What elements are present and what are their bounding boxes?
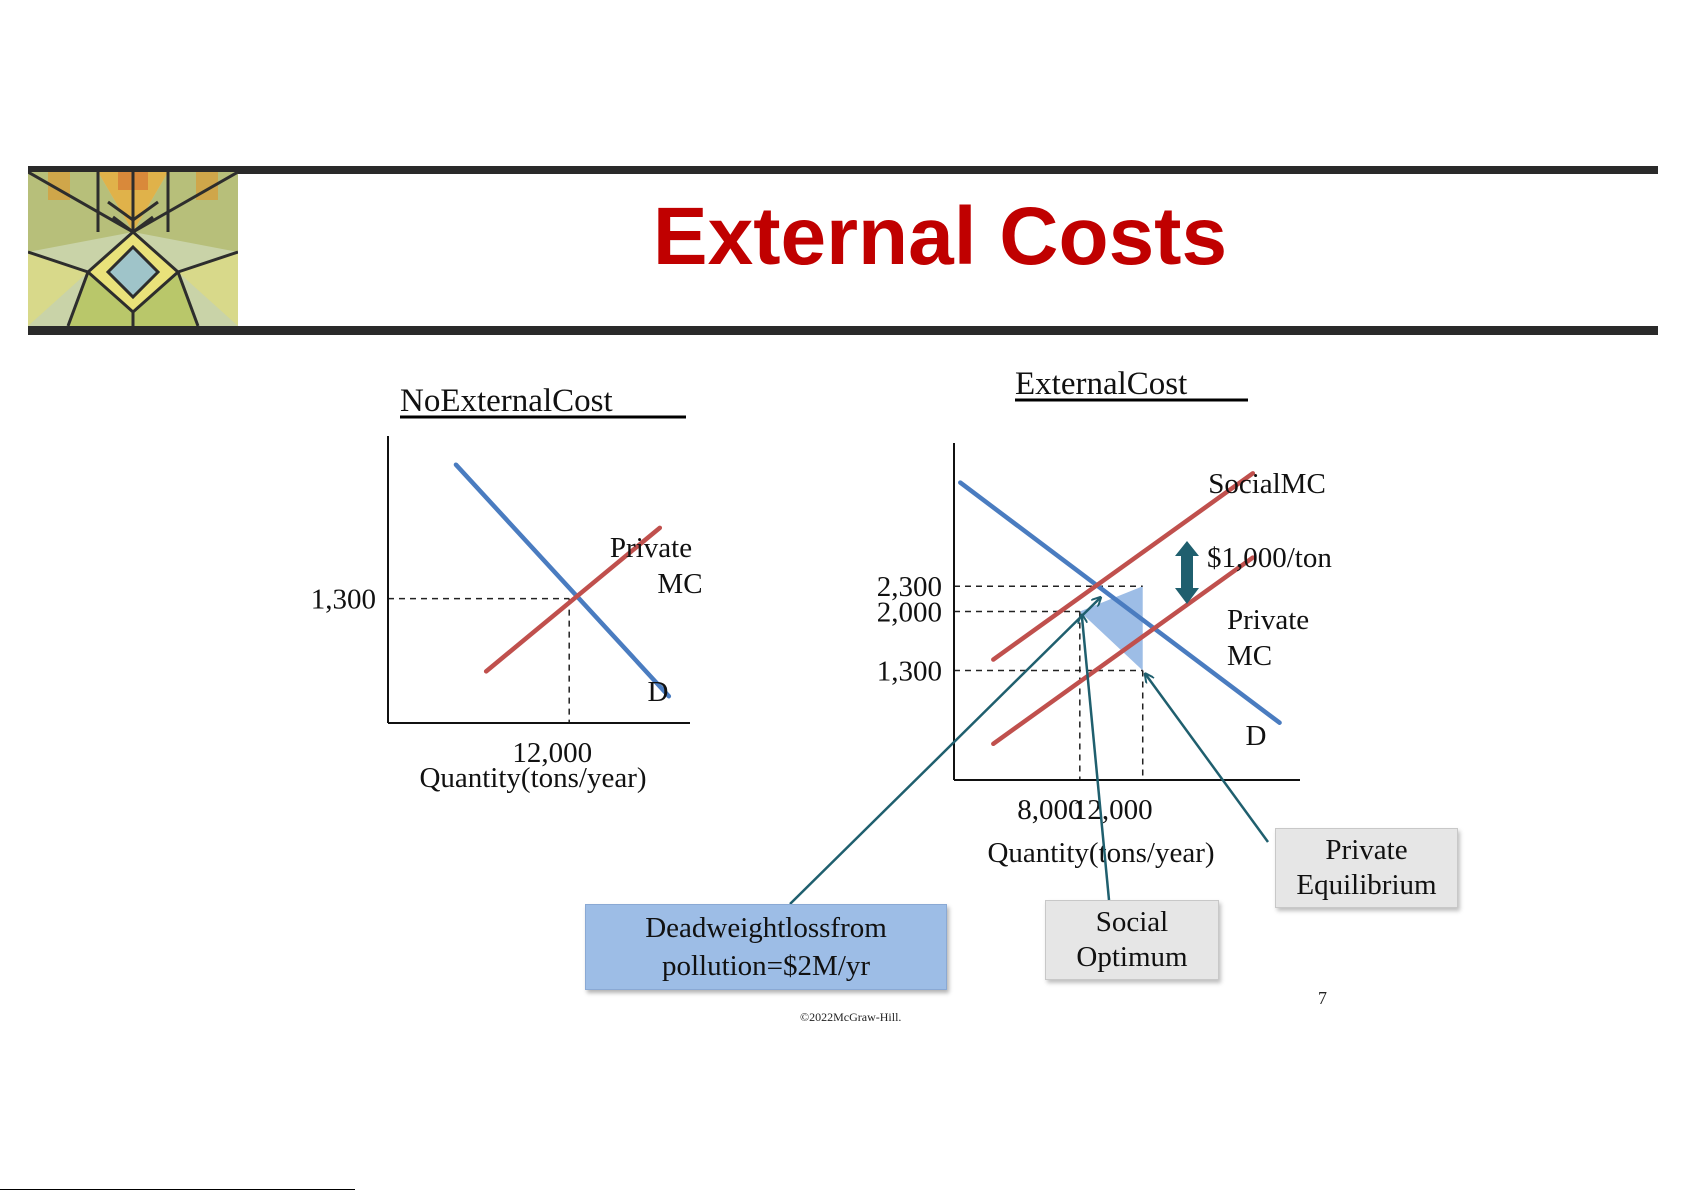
footer-rule: [0, 1189, 355, 1190]
chart2-y-tick-2000: 2,000: [877, 597, 942, 629]
chart2-label-private-mc-1: Private: [1227, 604, 1309, 636]
social-optimum-line-2: Optimum: [1076, 941, 1188, 973]
chart2-title: ExternalCost: [1015, 366, 1187, 402]
chart2-x-tick-12000: 12,000: [1073, 794, 1153, 826]
chart2-series-socialmc-line: [991, 471, 1256, 662]
chart1-y-tick-1300: 1,300: [311, 584, 376, 616]
chart1-x-label: Quantity(tons/year): [419, 762, 646, 794]
copyright: ©2022McGraw-Hill.: [800, 1010, 902, 1024]
chart2-label-d: D: [1246, 720, 1267, 752]
chart2-x-tick-8000: 8,000: [1017, 794, 1082, 826]
chart2-wedge-label: $1,000/ton: [1207, 542, 1332, 574]
deadweight-pointer: [789, 598, 1100, 905]
deadweight-line-1: Deadweightlossfrom: [645, 912, 887, 944]
chart2-series-d-line: [958, 480, 1282, 725]
private-equilibrium-callout: Private Equilibrium: [1275, 828, 1458, 908]
private-equilibrium-pointer: [1146, 674, 1270, 843]
chart1-series-d-line: [453, 462, 672, 699]
slide-title: External Costs: [652, 191, 1228, 282]
chart1-label-private-mc-1: Private: [610, 532, 692, 564]
social-optimum-pointer: [1082, 616, 1111, 901]
chart2-y-tick-2300: 2,300: [877, 571, 942, 603]
page-number: 7: [1318, 988, 1327, 1008]
chart2-label-private-mc-2: MC: [1227, 640, 1272, 672]
wedge-double-arrow-icon: [1175, 541, 1199, 604]
chart1-series-private-mc-line: [483, 525, 663, 674]
chart2-label-social-mc: SocialMC: [1208, 468, 1326, 500]
deadweight-loss-callout: Deadweightlossfrom pollution=$2M/yr: [585, 904, 947, 990]
deadweight-line-2: pollution=$2M/yr: [661, 950, 871, 982]
chart2-series-private-mc-line: [991, 555, 1256, 747]
chart1-label-private-mc-2: MC: [657, 568, 702, 600]
social-optimum-callout: Social Optimum: [1045, 900, 1219, 980]
chart1-x-tick-12000: 12,000: [512, 737, 592, 769]
private-equilibrium-line-1: Private: [1325, 834, 1408, 866]
chart2-x-label: Quantity(tons/year): [987, 837, 1214, 869]
chart2-y-tick-1300: 1,300: [877, 655, 942, 687]
header-bottom-rule: [28, 326, 1658, 335]
social-optimum-line-1: Social: [1095, 906, 1169, 938]
private-equilibrium-line-2: Equilibrium: [1296, 869, 1437, 901]
header-top-rule: [28, 166, 1658, 174]
chart1-label-d: D: [648, 676, 669, 708]
chart1-title: NoExternalCost: [400, 383, 613, 419]
stained-glass-logo: [28, 172, 238, 326]
